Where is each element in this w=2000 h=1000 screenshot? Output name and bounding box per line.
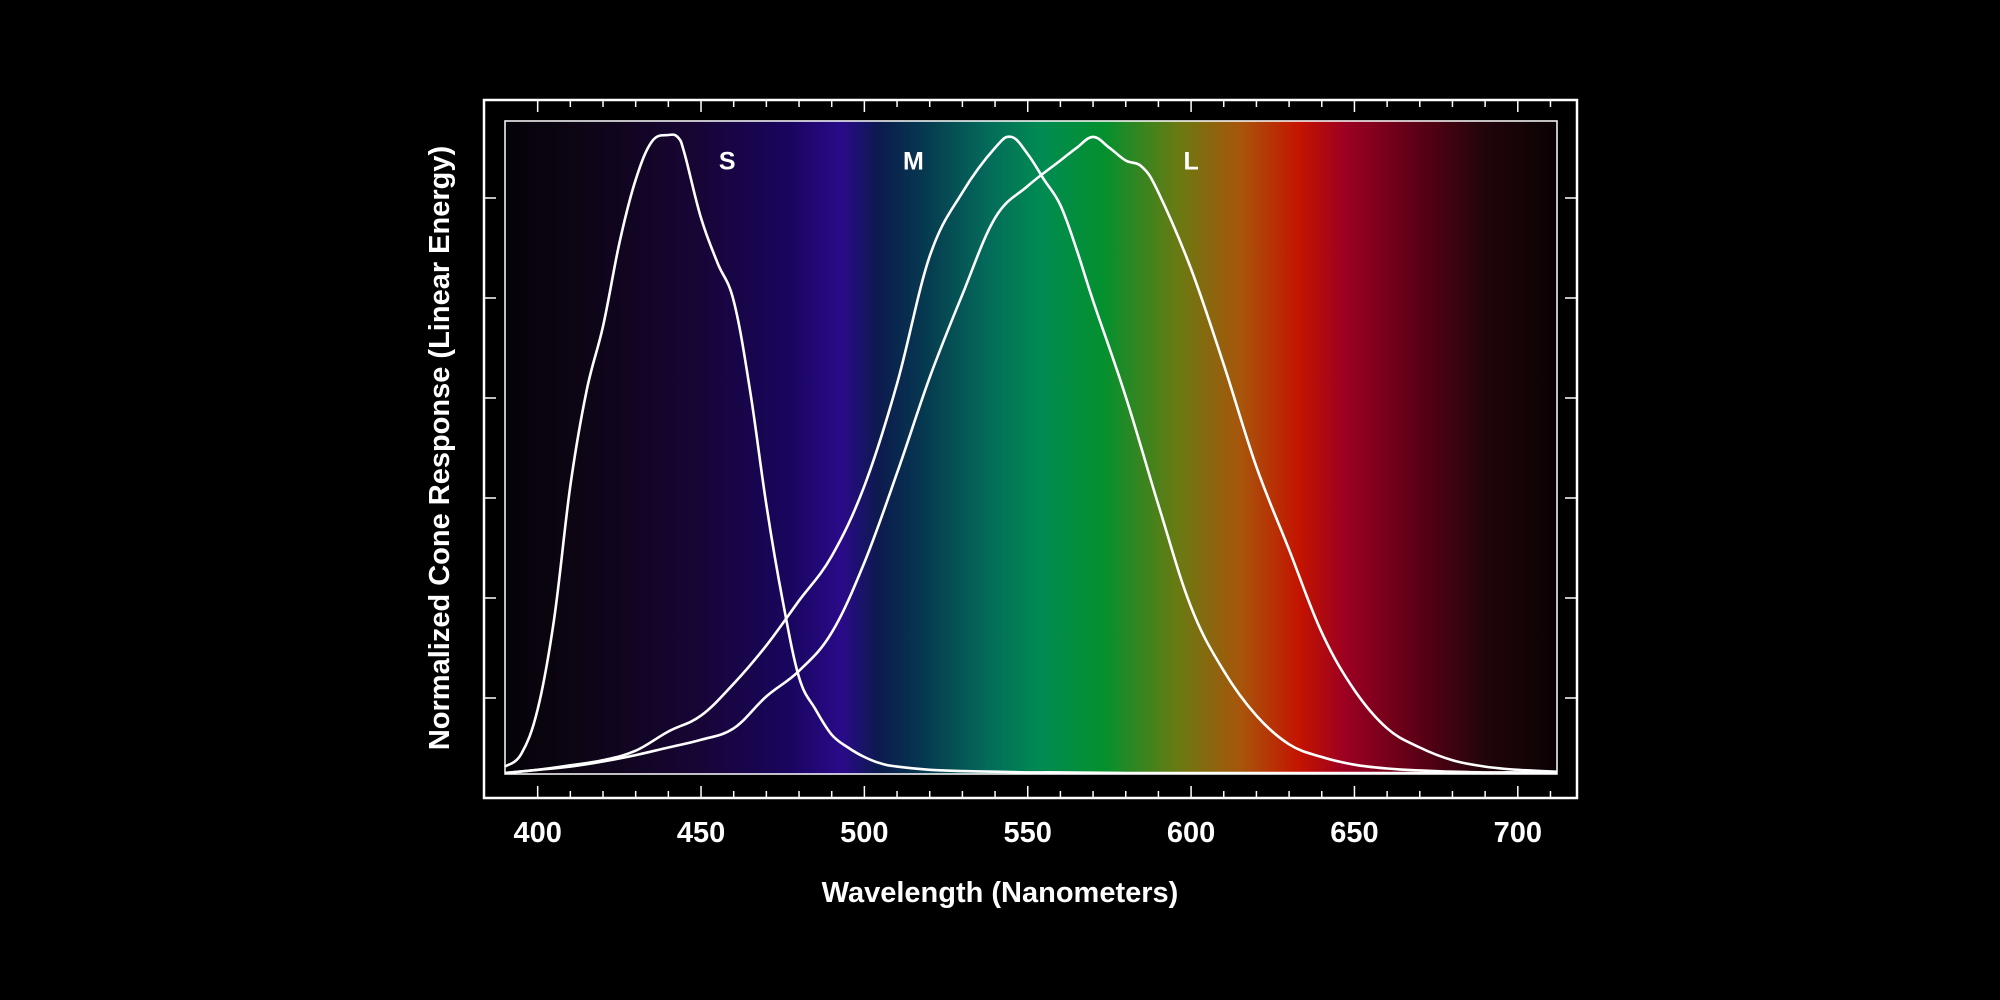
x-tick-labels: 400 450 500 550 600 650 700 [513, 817, 1542, 849]
spectrum-plot-area [504, 120, 1558, 775]
y-axis-title: Normalized Cone Response (Linear Energy) [424, 146, 456, 750]
x-tick-label: 600 [1167, 817, 1215, 849]
curve-label-m: M [903, 148, 924, 176]
x-tick-label: 550 [1004, 817, 1052, 849]
curve-m [504, 135, 1558, 775]
curve-label-s: S [719, 148, 736, 176]
curve-s [504, 133, 1557, 775]
x-tick-label: 400 [513, 817, 561, 849]
curve-label-l: L [1183, 148, 1198, 176]
x-axis-title: Wavelength (Nanometers) [822, 877, 1179, 909]
cone-curves [504, 133, 1558, 775]
x-tick-label: 700 [1494, 817, 1542, 849]
x-tick-label: 450 [677, 817, 725, 849]
x-tick-label: 500 [840, 817, 888, 849]
curve-l [504, 135, 1558, 775]
x-tick-label: 650 [1330, 817, 1378, 849]
frame-ticks [484, 100, 1577, 799]
